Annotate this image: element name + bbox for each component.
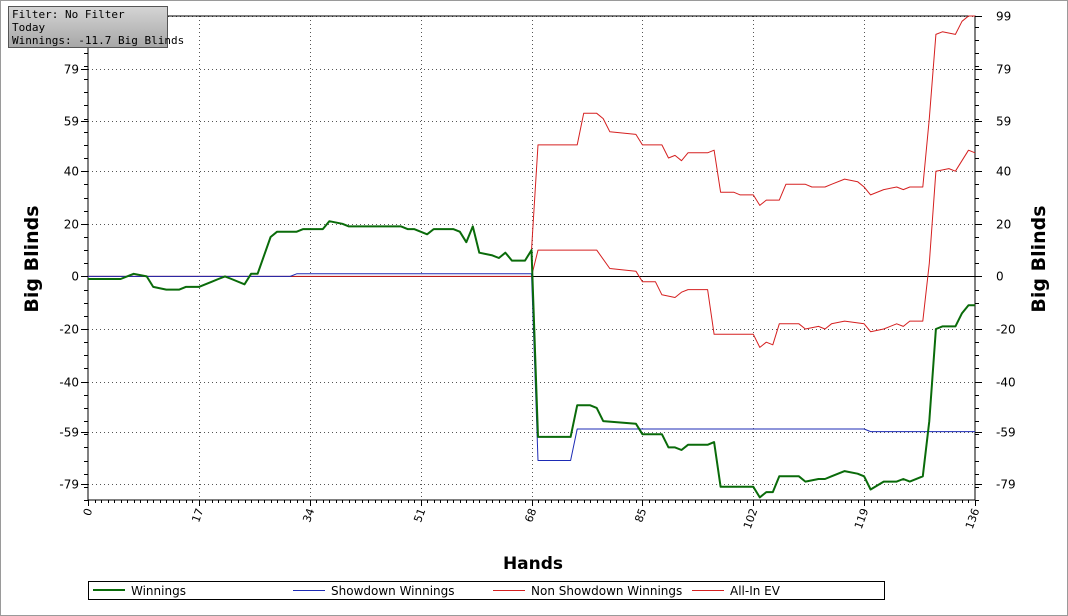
y-tick-label-left: 40 bbox=[64, 165, 79, 179]
legend-swatch-allin-ev bbox=[692, 590, 724, 591]
plot-area bbox=[87, 15, 976, 501]
legend-label-winnings: Winnings bbox=[131, 584, 186, 598]
y-tick-label-left: 59 bbox=[64, 115, 79, 129]
y-tick-label-right: -59 bbox=[996, 426, 1016, 440]
winnings-summary: Winnings: -11.7 Big Blinds bbox=[12, 34, 185, 47]
y-tick-label-left: 79 bbox=[64, 63, 79, 77]
x-tick-label: 17 bbox=[189, 507, 206, 525]
x-tick-label: 34 bbox=[300, 507, 317, 525]
x-axis-label: Hands bbox=[503, 554, 563, 574]
y-axis-label-left: Big Blinds bbox=[21, 205, 43, 312]
x-tick-label: 136 bbox=[963, 507, 982, 531]
series-layer bbox=[88, 15, 976, 499]
series-line-showdown-winnings bbox=[88, 273, 975, 461]
y-tick-label-right: 59 bbox=[996, 115, 1011, 129]
x-tick-label: 102 bbox=[741, 507, 760, 531]
y-axis-label-right: Big Blinds bbox=[1028, 205, 1050, 312]
y-tick-label-right: -79 bbox=[996, 478, 1016, 492]
legend-label-showdown: Showdown Winnings bbox=[331, 584, 455, 598]
y-tick-label-left: 20 bbox=[64, 218, 79, 232]
y-tick-label-right: -40 bbox=[996, 376, 1016, 390]
y-tick-label-right: 40 bbox=[996, 165, 1011, 179]
series-line-all-in-ev bbox=[88, 15, 975, 291]
period-label: Today bbox=[12, 21, 46, 34]
x-tick-label: 119 bbox=[852, 507, 871, 531]
series-line-winnings bbox=[88, 220, 975, 499]
y-tick-label-right: 79 bbox=[996, 63, 1011, 77]
chart-legend: Winnings Showdown Winnings Non Showdown … bbox=[88, 581, 885, 600]
filter-info-box: Filter: No Filter Today Winnings: -11.7 … bbox=[8, 6, 185, 48]
y-tick-label-right: 0 bbox=[996, 270, 1004, 284]
y-tick-label-left: 0 bbox=[71, 270, 79, 284]
legend-label-non-showdown: Non Showdown Winnings bbox=[531, 584, 683, 598]
filter-label: Filter: No Filter bbox=[12, 8, 125, 21]
y-tick-label-left: -20 bbox=[59, 323, 79, 337]
legend-label-allin-ev: All-In EV bbox=[730, 584, 780, 598]
legend-swatch-non-showdown bbox=[493, 590, 525, 591]
y-tick-label-right: 99 bbox=[996, 10, 1011, 24]
axis-layer: 0 17 34 51 68 85 102 119 136 -79 -79 -59 -59 -40 -40 -2… bbox=[59, 10, 1015, 531]
x-tick-label: 51 bbox=[411, 507, 428, 525]
label-layer: Hands Big Blinds Big Blinds bbox=[21, 205, 1050, 574]
series-line-non-showdown-winnings bbox=[88, 149, 976, 348]
y-tick-label-left: -40 bbox=[59, 376, 79, 390]
y-tick-label-left: -79 bbox=[59, 478, 79, 492]
legend-swatch-winnings bbox=[93, 589, 125, 591]
x-tick-label: 68 bbox=[522, 507, 539, 525]
legend-swatch-showdown bbox=[293, 590, 325, 591]
y-tick-label-right: 20 bbox=[996, 218, 1011, 232]
x-tick-label: 85 bbox=[632, 507, 649, 525]
x-tick-label: 0 bbox=[81, 507, 96, 518]
y-tick-label-left: -59 bbox=[59, 426, 79, 440]
y-tick-label-right: -20 bbox=[996, 323, 1016, 337]
